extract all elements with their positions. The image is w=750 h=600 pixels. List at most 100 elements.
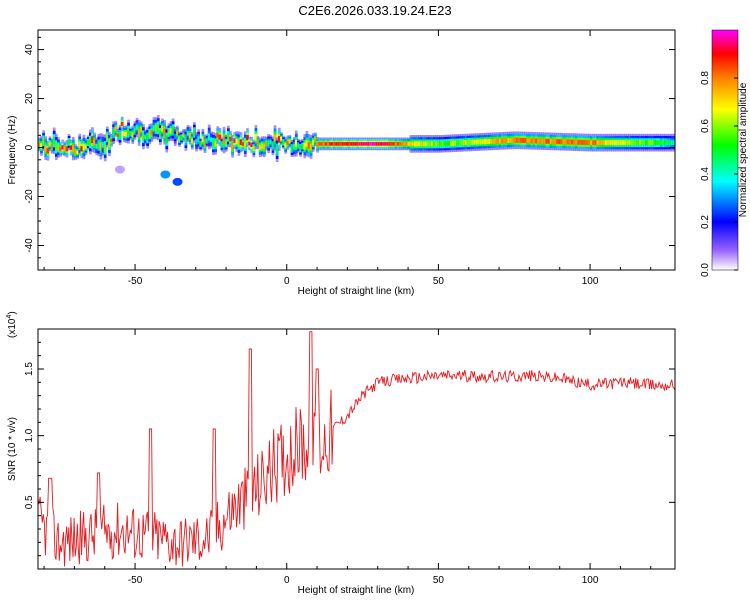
spectrogram-cell (507, 138, 510, 144)
spectrogram-cell (290, 146, 294, 151)
spectrogram-cell (99, 142, 103, 151)
spectrogram-cell (324, 142, 328, 146)
spectrogram-cell (159, 130, 162, 137)
spectrogram-cell (139, 127, 143, 132)
spectrogram-x-label: Height of straight line (km) (298, 286, 415, 297)
spectrogram-cell (422, 141, 426, 147)
spectrogram-y-tick-label: -20 (24, 189, 35, 204)
spectrogram-panel: -50 0 50 100 -40 -20 0 20 40 Height of straight … (7, 29, 676, 297)
spectrogram-cell (180, 135, 183, 140)
spectrogram-cell (173, 133, 177, 140)
spectrogram-cell (345, 142, 349, 146)
spectrogram-cell (93, 139, 96, 146)
spectrogram-cell (133, 127, 137, 133)
spectrogram-cell (503, 138, 506, 144)
spectrogram-cell (248, 141, 251, 146)
spectrogram-cell (237, 140, 241, 148)
spectrogram-cell (475, 139, 479, 145)
spectrogram-cell (426, 141, 430, 147)
colorbar-tick-label: 0.2 (700, 215, 711, 229)
spectrogram-cell (517, 137, 521, 143)
spectrogram-cell (231, 143, 234, 150)
spectrogram-cell (152, 125, 156, 132)
spectrogram-cell (418, 141, 421, 147)
spectrogram-cell (220, 142, 224, 147)
spectrogram-cell (201, 136, 205, 143)
spectrogram-cell (439, 141, 443, 147)
spectrogram-y-tick-label: -40 (24, 238, 35, 253)
spectrogram-cell (428, 141, 432, 147)
spectrogram-cell (520, 137, 523, 143)
spectrogram-cell (199, 142, 203, 146)
spectrogram-cell (52, 137, 56, 145)
spectrogram-cell (486, 139, 489, 145)
spectrogram-cell (594, 140, 598, 146)
snr-scale-close: ) (7, 311, 18, 314)
spectrogram-cell (638, 140, 642, 146)
spectrogram-cell (634, 140, 638, 146)
spectrogram-cell (651, 140, 655, 146)
spectrogram-cell (658, 140, 661, 146)
spectrogram-y-tick-label: 0 (24, 144, 35, 150)
spectrogram-cell (118, 132, 122, 138)
spectrogram-cell (424, 141, 428, 147)
spectrogram-cell (375, 142, 379, 146)
spectrogram-cell (367, 142, 370, 146)
spectrogram-cell (655, 140, 659, 146)
spectrogram-cell (568, 139, 572, 145)
spectrogram-cell (409, 141, 413, 147)
spectrogram-cell (129, 131, 133, 136)
spectrogram-cell (649, 140, 653, 146)
spectrogram-cell (549, 138, 553, 144)
spectrogram-cell (560, 139, 564, 145)
spectrogram-cell (54, 143, 58, 151)
spectrogram-cell (288, 139, 292, 144)
spectrogram-cell (509, 137, 513, 143)
spectrogram-cell (432, 141, 436, 147)
spectrogram-cell (356, 142, 360, 146)
spectrogram-cell (311, 139, 315, 146)
spectrogram-cell (377, 142, 381, 146)
spectrogram-cell (127, 128, 130, 135)
spectrogram-cell (65, 146, 69, 152)
spectrogram-cell (320, 142, 324, 146)
spectrogram-cell (78, 141, 82, 148)
spectrogram-cell (583, 139, 587, 145)
spectrogram-cell (615, 140, 619, 146)
spectrogram-cell (471, 139, 474, 145)
spectrogram-cell (384, 142, 387, 146)
spectrogram-cell (598, 140, 602, 146)
spectrogram-cell (545, 138, 549, 144)
spectrogram-cell (466, 140, 470, 145)
snr-y-label: SNR (10 * v/v) (7, 417, 18, 481)
spectrogram-cell (530, 138, 534, 144)
spectrogram-cell (161, 125, 164, 132)
spectrogram-cell (611, 140, 615, 146)
spectrogram-cell (137, 129, 141, 137)
spectrogram-cell (193, 129, 196, 136)
spectrogram-cell (294, 139, 298, 148)
spectrogram-cell (273, 134, 277, 142)
spectrogram-cell (335, 142, 338, 146)
spectrogram-cell (373, 142, 377, 146)
spectrogram-cell (250, 142, 254, 148)
colorbar-tick-label: 0.8 (700, 71, 711, 85)
spectrogram-cell (267, 140, 271, 147)
spectrogram-cell (653, 140, 657, 146)
spectrogram-cell (305, 140, 309, 148)
snr-panel: -50 0 50 100 0.5 1.0 1.5 Height of straight li… (6, 311, 676, 596)
spectrogram-cell (350, 142, 353, 146)
spectrogram-cell (333, 142, 336, 146)
spectrogram-cell (570, 139, 574, 145)
spectrogram-cell (496, 138, 500, 144)
spectrogram-cell (169, 128, 173, 134)
spectrogram-cell (662, 140, 665, 146)
spectrogram-cell (299, 145, 302, 151)
spectrogram-cell (243, 140, 247, 148)
spectrogram-cell (142, 133, 145, 141)
spectrogram-cell (316, 142, 319, 148)
spectrogram-cell (352, 142, 355, 146)
colorbar-tick-label: 0.4 (700, 167, 711, 181)
spectrogram-cell (97, 142, 101, 149)
spectrogram-cell (195, 139, 198, 145)
